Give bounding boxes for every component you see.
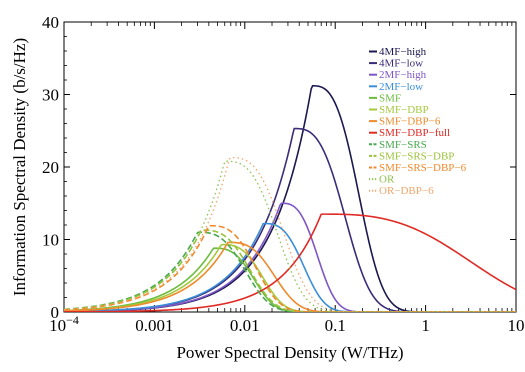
- y-axis-label: Information Spectral Density (b/s/Hz): [10, 38, 29, 296]
- series-line: [64, 231, 516, 312]
- legend-label: SMF−SRS−DBP−6: [379, 162, 467, 174]
- x-tick-label: 0.01: [230, 316, 260, 335]
- x-tick-label: 0.1: [325, 316, 346, 335]
- series-line: [64, 84, 516, 312]
- legend-label: 4MF−high: [379, 46, 427, 58]
- legend-label: SMF−DBP−full: [379, 127, 450, 139]
- legend-label: 2MF−high: [379, 69, 427, 81]
- y-axis-ticks: 0 10 20 30 40: [42, 13, 516, 322]
- y-tick-label: 40: [42, 13, 59, 32]
- legend-label: 2MF−low: [379, 81, 423, 93]
- y-tick-label: 10: [42, 231, 59, 250]
- legend-label: SMF−SRS: [379, 139, 427, 151]
- series-line: [64, 224, 516, 312]
- legend: 4MF−high4MF−low2MF−high2MF−lowSMFSMF−DBP…: [369, 46, 467, 197]
- series-line: [64, 241, 516, 312]
- series-line: [64, 222, 516, 312]
- legend-label: SMF−DBP−6: [379, 116, 441, 128]
- series-line: [64, 243, 516, 312]
- legend-label: SMF−DBP: [379, 104, 429, 116]
- legend-label: SMF−SRS−DBP: [379, 150, 454, 162]
- legend-label: OR−DBP−6: [379, 185, 434, 197]
- y-tick-label: 0: [51, 303, 60, 322]
- x-tick-label: 10: [508, 316, 525, 335]
- legend-label: 4MF−low: [379, 58, 423, 70]
- series-layer: [64, 84, 516, 312]
- series-line: [64, 202, 516, 312]
- x-tick-label: 0.001: [135, 316, 173, 335]
- series-line: [64, 160, 516, 312]
- y-tick-label: 20: [42, 158, 59, 177]
- x-axis-label: Power Spectral Density (W/THz): [176, 343, 403, 362]
- legend-label: OR: [379, 174, 395, 186]
- x-tick-label: 1: [421, 316, 430, 335]
- series-line: [64, 247, 516, 312]
- x-axis-ticks: 10−4 0.001 0.01 0.1 1 10: [49, 22, 525, 335]
- x-tick-label: 10−4: [49, 313, 79, 335]
- series-line: [64, 156, 516, 312]
- legend-label: SMF: [379, 92, 401, 104]
- y-tick-label: 30: [42, 86, 59, 105]
